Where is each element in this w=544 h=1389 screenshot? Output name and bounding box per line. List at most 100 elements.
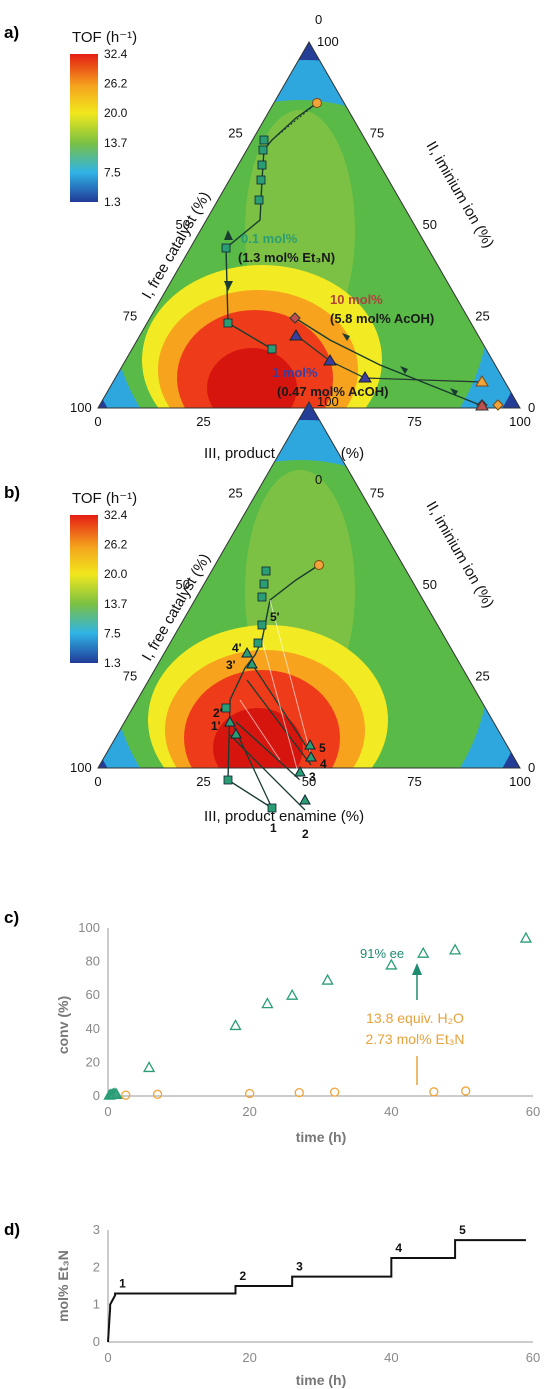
colorbar-tick-label: 20.0 (104, 567, 128, 581)
triangle-point (417, 946, 430, 958)
square-marker (254, 195, 264, 205)
panel-c: c) 0 20 40 60 80 100 0 20 40 60 conv (%) time (h… (4, 908, 540, 1145)
triangle-marker (304, 738, 316, 750)
step-label: 3 (296, 1260, 303, 1274)
triangle-marker (299, 793, 311, 805)
y-tick-label: 20 (86, 1054, 100, 1069)
point-label: 5 (319, 741, 326, 755)
bottom-ticks-b: 0 25 50 75 100 (94, 774, 530, 789)
colorbar-tick-label: 7.5 (104, 626, 121, 640)
right-tick-label: 100 (317, 394, 339, 409)
square-marker (257, 620, 267, 630)
x-tick-label: 0 (104, 1350, 111, 1365)
square-marker (259, 579, 269, 589)
y-tick-label: 3 (93, 1222, 100, 1237)
circle-point (429, 1087, 439, 1097)
triangle-marker (475, 375, 489, 387)
colorbar-tick-label: 1.3 (104, 195, 121, 209)
water-annotation-c: 13.8 equiv. H₂O (366, 1010, 464, 1026)
left-tick-label: 100 (70, 760, 92, 775)
xlabel-d: time (h) (296, 1372, 347, 1388)
point-label: 2' (213, 706, 223, 720)
square-marker (267, 803, 277, 813)
square-marker (267, 344, 277, 354)
colorbar-ticks-b: 32.4 26.2 20.0 13.7 7.5 1.3 (104, 508, 128, 670)
circle-point (330, 1087, 340, 1097)
et3n-annotation-c: 2.73 mol% Et₃N (365, 1031, 464, 1047)
y-tick-label: 2 (93, 1259, 100, 1274)
ann-blue-a: 1 mol% (272, 365, 318, 380)
square-marker (258, 145, 268, 155)
x-tick-label: 60 (526, 1350, 540, 1365)
y-tick-label: 0 (93, 1334, 100, 1349)
ylabel-d: mol% Et₃N (55, 1250, 71, 1322)
y-tick-label: 1 (93, 1297, 100, 1312)
colorbar-tick-label: 13.7 (104, 597, 128, 611)
triangle-point (321, 973, 334, 985)
bottom-tick-label: 100 (509, 774, 531, 789)
colorbar-tick-label: 26.2 (104, 538, 128, 552)
point-label: 4' (232, 641, 242, 655)
x-tick-label: 0 (104, 1104, 111, 1119)
ann-blue-sub-a: (0.47 mol% AcOH) (277, 384, 389, 399)
panel-a-label: a) (4, 23, 19, 42)
square-marker (221, 703, 231, 713)
step-label: 2 (240, 1269, 247, 1283)
ann-green-a: 0.1 mol% (241, 231, 298, 246)
triangle-point (108, 1087, 122, 1099)
apex-label-b: 0 (315, 472, 322, 487)
x-tick-label: 20 (242, 1350, 256, 1365)
panel-d-label: d) (4, 1220, 20, 1239)
x-tick-label: 40 (384, 1350, 398, 1365)
panel-b: b) TOF (h⁻¹) 32.426.220.013.77.51.3 0 25… (4, 394, 535, 841)
point-label: 5' (270, 610, 280, 624)
step-label: 1 (119, 1276, 126, 1290)
right-tick-label: 25 (475, 669, 489, 684)
right-axis-label-b: II, iminium ion (%) (423, 499, 498, 611)
colorbar-tick-label: 7.5 (104, 165, 121, 179)
colorbar-tick-label: 1.3 (104, 656, 121, 670)
right-tick-label: 50 (423, 217, 437, 232)
start-circle-marker (312, 98, 322, 108)
panel-d: d) 0 1 2 3 0 20 40 60 mol% Et₃N time (h) 1 2 3 4 5 (4, 1220, 540, 1388)
left-tick-label: 25 (228, 486, 242, 501)
triangle-point (229, 1019, 242, 1031)
triangle-point (286, 988, 299, 1000)
left-tick-label: 50 (176, 577, 190, 592)
colorbar-tick-label: 20.0 (104, 106, 128, 120)
triangle-marker (294, 765, 306, 777)
point-labels-b: 1 2 34 5 1'2' 3' 4' 5' (211, 610, 327, 841)
traj-blue-a (295, 334, 483, 383)
colorbar-tick-label: 13.7 (104, 136, 128, 150)
ee-annotation-c: 91% ee (360, 946, 404, 961)
left-tick-label: 75 (123, 669, 137, 684)
point-label: 4 (320, 757, 327, 771)
right-tick-label: 50 (423, 577, 437, 592)
circle-point (121, 1090, 131, 1100)
triangle-marker (305, 750, 317, 762)
right-ticks-a: 100 75 50 25 0 (317, 34, 535, 415)
point-label: 3 (309, 770, 316, 784)
step-label: 4 (395, 1241, 402, 1255)
left-tick-label: 50 (176, 217, 190, 232)
triangle-marker (289, 329, 303, 341)
apex-label-a: 0 (315, 12, 322, 27)
y-tick-label: 100 (78, 920, 100, 935)
step-line-d (107, 1239, 526, 1343)
points-c (103, 931, 533, 1100)
ann-green-sub-a: (1.3 mol% Et₃N) (238, 250, 335, 265)
colorbar-title-b: TOF (h⁻¹) (72, 490, 137, 507)
triangle-marker (323, 354, 337, 366)
triangle-marker (224, 715, 236, 727)
colorbar-ticks-a: 32.4 26.2 20.0 13.7 7.5 1.3 (104, 47, 128, 209)
square-marker (223, 775, 233, 785)
left-tick-label: 25 (228, 126, 242, 141)
square-marker (221, 243, 231, 253)
circle-point (294, 1087, 304, 1098)
y-tick-label: 60 (86, 987, 100, 1002)
traj-branches-b (229, 663, 312, 811)
panel-a: a) TOF (h⁻¹) 32.4 26.2 20.0 13.7 7.5 1.3 0 25… (4, 12, 535, 462)
bottom-axis-label-b: III, product enamine (%) (204, 808, 364, 825)
